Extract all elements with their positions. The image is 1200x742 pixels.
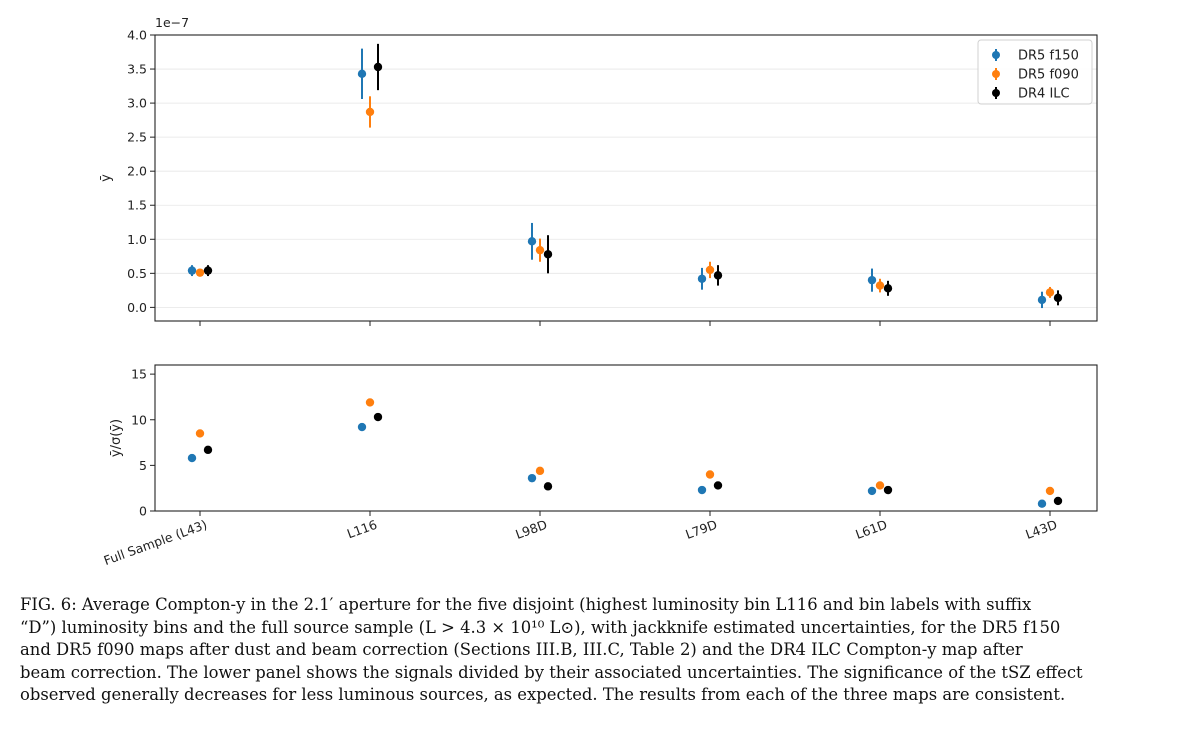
- upper-panel: 0.0 0.5 1.0 1.5 2.0 2.5 3.0 3.5 4.0 ȳ 1e−7 DR5 f150…: [99, 15, 1098, 326]
- legend-label: DR5 f150: [1018, 49, 1079, 64]
- lower-panel: 0 5 10 15 ȳ/σ(ȳ) Full Sample (L43) L116 L98D L79…: [102, 364, 1098, 568]
- data-point: [357, 422, 367, 432]
- data-point: [527, 237, 537, 246]
- y-tick-label: 0.5: [127, 266, 147, 281]
- y-tick-label: 2.0: [127, 164, 147, 179]
- legend-marker: [992, 70, 1000, 78]
- caption-line: and DR5 f090 maps after dust and beam co…: [20, 640, 1023, 659]
- legend-frame: [977, 39, 1093, 105]
- data-point: [713, 481, 723, 490]
- caption-line: FIG. 6: Average Compton-y in the 2.1′ ap…: [20, 595, 1032, 614]
- data-point: [543, 250, 553, 259]
- x-tick-label: Full Sample (L43): [102, 517, 209, 568]
- data-point: [535, 245, 545, 255]
- y-tick-label: 5: [139, 458, 147, 473]
- legend-label: DR4 ILC: [1018, 87, 1070, 102]
- y-tick-label: 1.5: [127, 198, 147, 213]
- y-tick-label: 2.5: [127, 130, 147, 145]
- data-point: [203, 266, 213, 275]
- data-point: [195, 268, 205, 277]
- x-tick-label: L79D: [683, 517, 719, 542]
- y-axis-label: ȳ/σ(ȳ): [109, 419, 124, 457]
- data-point: [713, 271, 723, 280]
- legend-marker: [992, 89, 1000, 97]
- x-tick-label: L98D: [513, 517, 549, 542]
- legend: DR5 f150 DR5 f090 DR4 ILC: [977, 39, 1093, 105]
- data-point: [543, 482, 553, 491]
- x-tick-label: L43D: [1023, 517, 1059, 542]
- legend-marker: [992, 51, 1000, 59]
- data-point: [373, 412, 383, 422]
- data-point: [867, 486, 877, 496]
- data-point: [1053, 293, 1063, 303]
- data-point: [203, 445, 213, 455]
- data-point: [875, 281, 885, 290]
- data-point: [365, 398, 375, 407]
- data-point: [883, 284, 893, 293]
- axes-frame: [154, 364, 1098, 512]
- data-point: [1037, 295, 1047, 305]
- y-tick-label: 4.0: [127, 28, 147, 43]
- data-point: [697, 274, 707, 283]
- y-tick-label: 0.0: [127, 300, 147, 315]
- data-point: [187, 453, 197, 463]
- data-point: [365, 107, 375, 117]
- data-point: [1045, 288, 1055, 297]
- y-tick-label: 3.0: [127, 96, 147, 111]
- figure: 0.0 0.5 1.0 1.5 2.0 2.5 3.0 3.5 4.0 ȳ 1e−7 DR5 f150…: [99, 15, 1098, 568]
- y-tick-label: 3.5: [127, 62, 147, 77]
- data-point: [535, 466, 545, 476]
- data-point: [373, 62, 383, 72]
- y-axis-label: ȳ: [99, 174, 114, 182]
- x-tick-label: L116: [345, 517, 379, 542]
- caption-line: “D”) luminosity bins and the full source…: [20, 617, 1061, 637]
- caption-line: beam correction. The lower panel shows t…: [20, 662, 1083, 682]
- data-point: [705, 470, 715, 479]
- axes-frame: [154, 34, 1098, 322]
- data-point: [875, 481, 885, 490]
- data-point: [1045, 486, 1055, 496]
- y-tick-label: 0: [139, 504, 147, 519]
- x-tick-label: L61D: [853, 517, 889, 542]
- data-point: [705, 265, 715, 275]
- caption-line: observed generally decreases for less lu…: [20, 685, 1066, 704]
- data-point: [867, 275, 877, 285]
- data-point: [1037, 499, 1047, 508]
- data-point: [187, 266, 197, 275]
- data-point: [357, 69, 367, 79]
- data-point: [195, 429, 205, 438]
- legend-label: DR5 f090: [1018, 68, 1079, 83]
- data-point: [883, 485, 893, 495]
- figure-caption: FIG. 6: Average Compton-y in the 2.1′ ap…: [20, 594, 1185, 707]
- data-point: [697, 485, 707, 495]
- y-tick-label: 15: [131, 367, 147, 382]
- y-tick-label: 10: [131, 412, 147, 427]
- axis-offset-label: 1e−7: [155, 15, 189, 30]
- data-point: [527, 473, 537, 483]
- data-point: [1053, 496, 1063, 506]
- y-tick-label: 1.0: [127, 232, 147, 247]
